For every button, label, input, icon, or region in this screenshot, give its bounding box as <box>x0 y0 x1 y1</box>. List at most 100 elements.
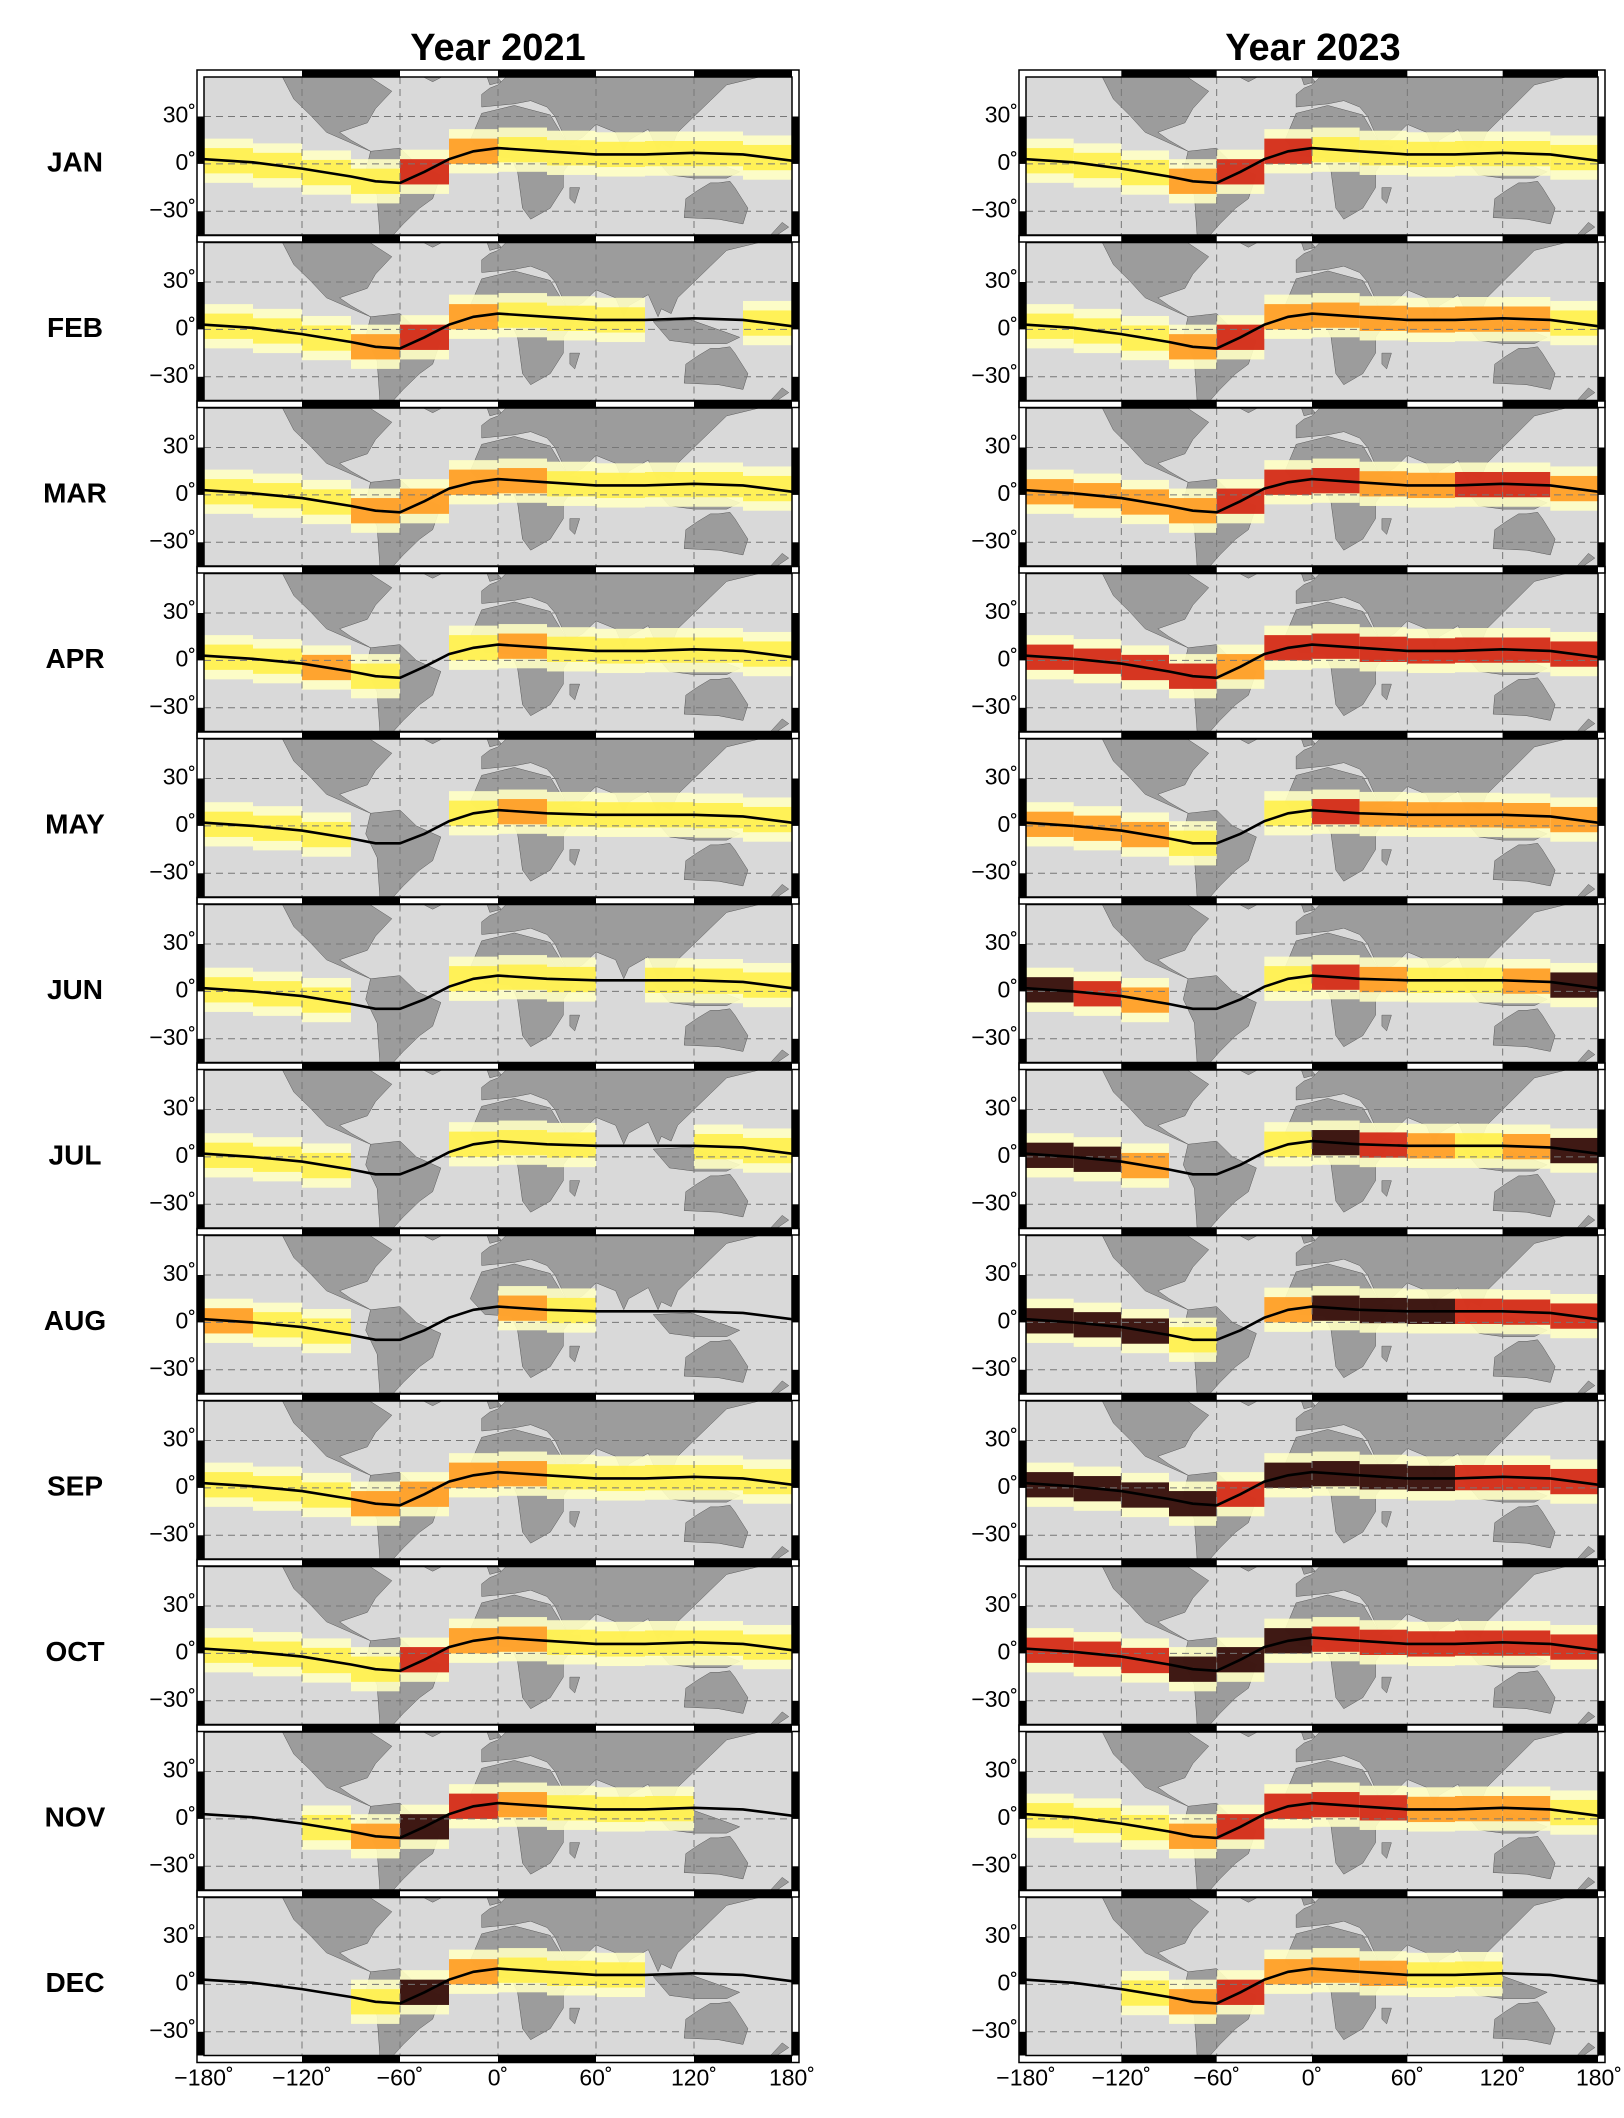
y-tick-label: −30˚ <box>971 527 1018 553</box>
map-frame <box>1018 1889 1606 2064</box>
y-tick-label: −30˚ <box>971 693 1018 719</box>
y-tick-label: 0˚ <box>176 1638 196 1664</box>
y-tick-label: 30˚ <box>985 433 1018 459</box>
frame-segment <box>498 732 596 739</box>
frame-segment <box>498 401 596 408</box>
y-tick-label: 0˚ <box>998 314 1018 340</box>
map-panel <box>204 1235 792 1394</box>
y-tick-label: 0˚ <box>998 149 1018 175</box>
frame-segment <box>498 2055 596 2063</box>
y-tick-label: 0˚ <box>998 811 1018 837</box>
map-panel <box>204 1732 792 1890</box>
month-label: JUN <box>47 974 103 1005</box>
frame-segment <box>1019 707 1026 732</box>
y-tick-label: −30˚ <box>149 693 196 719</box>
x-tick-label: 180˚ <box>769 2065 815 2091</box>
frame-segment <box>1598 1535 1605 1559</box>
frame-segment <box>1019 1866 1026 1890</box>
frame-segment <box>498 566 596 574</box>
y-tick-label: −30˚ <box>149 1686 196 1712</box>
frame-segment <box>498 1228 596 1236</box>
itcz-line <box>1026 146 1598 185</box>
frame-segment <box>197 1606 204 1654</box>
itcz-line <box>1026 1801 1598 1840</box>
frame-segment <box>1121 2055 1217 2063</box>
frame-segment <box>197 1038 204 1063</box>
frame-segment <box>302 897 400 905</box>
y-tick-label: 0˚ <box>998 1142 1018 1168</box>
y-tick-label: −30˚ <box>149 196 196 222</box>
y-tick-label: −30˚ <box>971 858 1018 884</box>
itcz-line <box>204 1139 792 1176</box>
map-panel <box>204 1401 792 1559</box>
y-tick-label: 30˚ <box>163 598 196 624</box>
frame-segment <box>792 1038 799 1063</box>
x-tick-label: 120˚ <box>1480 2065 1526 2091</box>
frame-segment <box>197 1369 204 1394</box>
y-tick-label: −30˚ <box>149 527 196 553</box>
y-tick-label: 0˚ <box>176 1804 196 1830</box>
frame-segment <box>1502 2055 1598 2063</box>
frame-segment <box>1598 1771 1605 1819</box>
y-tick-label: 0˚ <box>998 976 1018 1002</box>
frame-segment <box>792 1369 799 1394</box>
itcz-line <box>204 312 792 350</box>
frame-segment <box>302 235 400 243</box>
month-label: MAR <box>43 477 107 508</box>
frame-segment <box>1598 1204 1605 1228</box>
frame-segment <box>792 1204 799 1228</box>
frame-segment <box>1312 1228 1408 1236</box>
frame-segment <box>694 1559 792 1567</box>
frame-segment <box>1019 1204 1026 1228</box>
frame-segment <box>1502 1228 1598 1236</box>
frame-segment <box>1598 211 1605 235</box>
frame-segment <box>302 1228 400 1236</box>
frame-segment <box>1502 70 1598 77</box>
y-tick-label: 30˚ <box>163 433 196 459</box>
map-panel <box>1026 904 1598 1063</box>
y-tick-label: 0˚ <box>176 480 196 506</box>
itcz-line <box>204 1305 792 1342</box>
map-panel <box>204 1070 792 1228</box>
y-tick-label: 30˚ <box>163 1260 196 1286</box>
map-panel <box>1026 1070 1598 1228</box>
map-panel <box>1026 242 1598 401</box>
itcz-line <box>204 477 792 514</box>
y-tick-label: 30˚ <box>985 764 1018 790</box>
frame-segment <box>302 401 400 408</box>
frame-segment <box>302 566 400 574</box>
frame-segment <box>197 1109 204 1157</box>
frame-segment <box>792 1937 799 1985</box>
x-tick-label: −180˚ <box>174 2065 233 2091</box>
map-panel <box>204 904 792 1063</box>
y-tick-label: 30˚ <box>163 1095 196 1121</box>
frame-segment <box>792 707 799 732</box>
itcz-line <box>1026 1470 1598 1507</box>
frame-segment <box>694 401 792 408</box>
y-tick-label: −30˚ <box>971 1355 1018 1381</box>
frame-segment <box>1502 566 1598 574</box>
y-tick-label: 0˚ <box>176 149 196 175</box>
frame-segment <box>197 1937 204 1985</box>
frame-segment <box>792 447 799 495</box>
frame-segment <box>302 1725 400 1732</box>
y-tick-label: 30˚ <box>985 102 1018 128</box>
frame-segment <box>792 944 799 992</box>
frame-segment <box>1312 1063 1408 1070</box>
map-panel <box>204 242 792 401</box>
frame-segment <box>1019 211 1026 235</box>
y-tick-label: 0˚ <box>998 1473 1018 1499</box>
frame-segment <box>1019 1535 1026 1559</box>
frame-segment <box>792 1866 799 1890</box>
frame-segment <box>1312 1559 1408 1567</box>
y-tick-label: 30˚ <box>163 102 196 128</box>
map-panel <box>204 573 792 732</box>
x-tick-label: 60˚ <box>1391 2065 1424 2091</box>
frame-segment <box>792 873 799 897</box>
frame-segment <box>197 542 204 566</box>
frame-segment <box>197 707 204 732</box>
frame-segment <box>1121 897 1217 905</box>
y-tick-label: 0˚ <box>176 1142 196 1168</box>
frame-segment <box>1598 944 1605 992</box>
frame-segment <box>1598 1866 1605 1890</box>
